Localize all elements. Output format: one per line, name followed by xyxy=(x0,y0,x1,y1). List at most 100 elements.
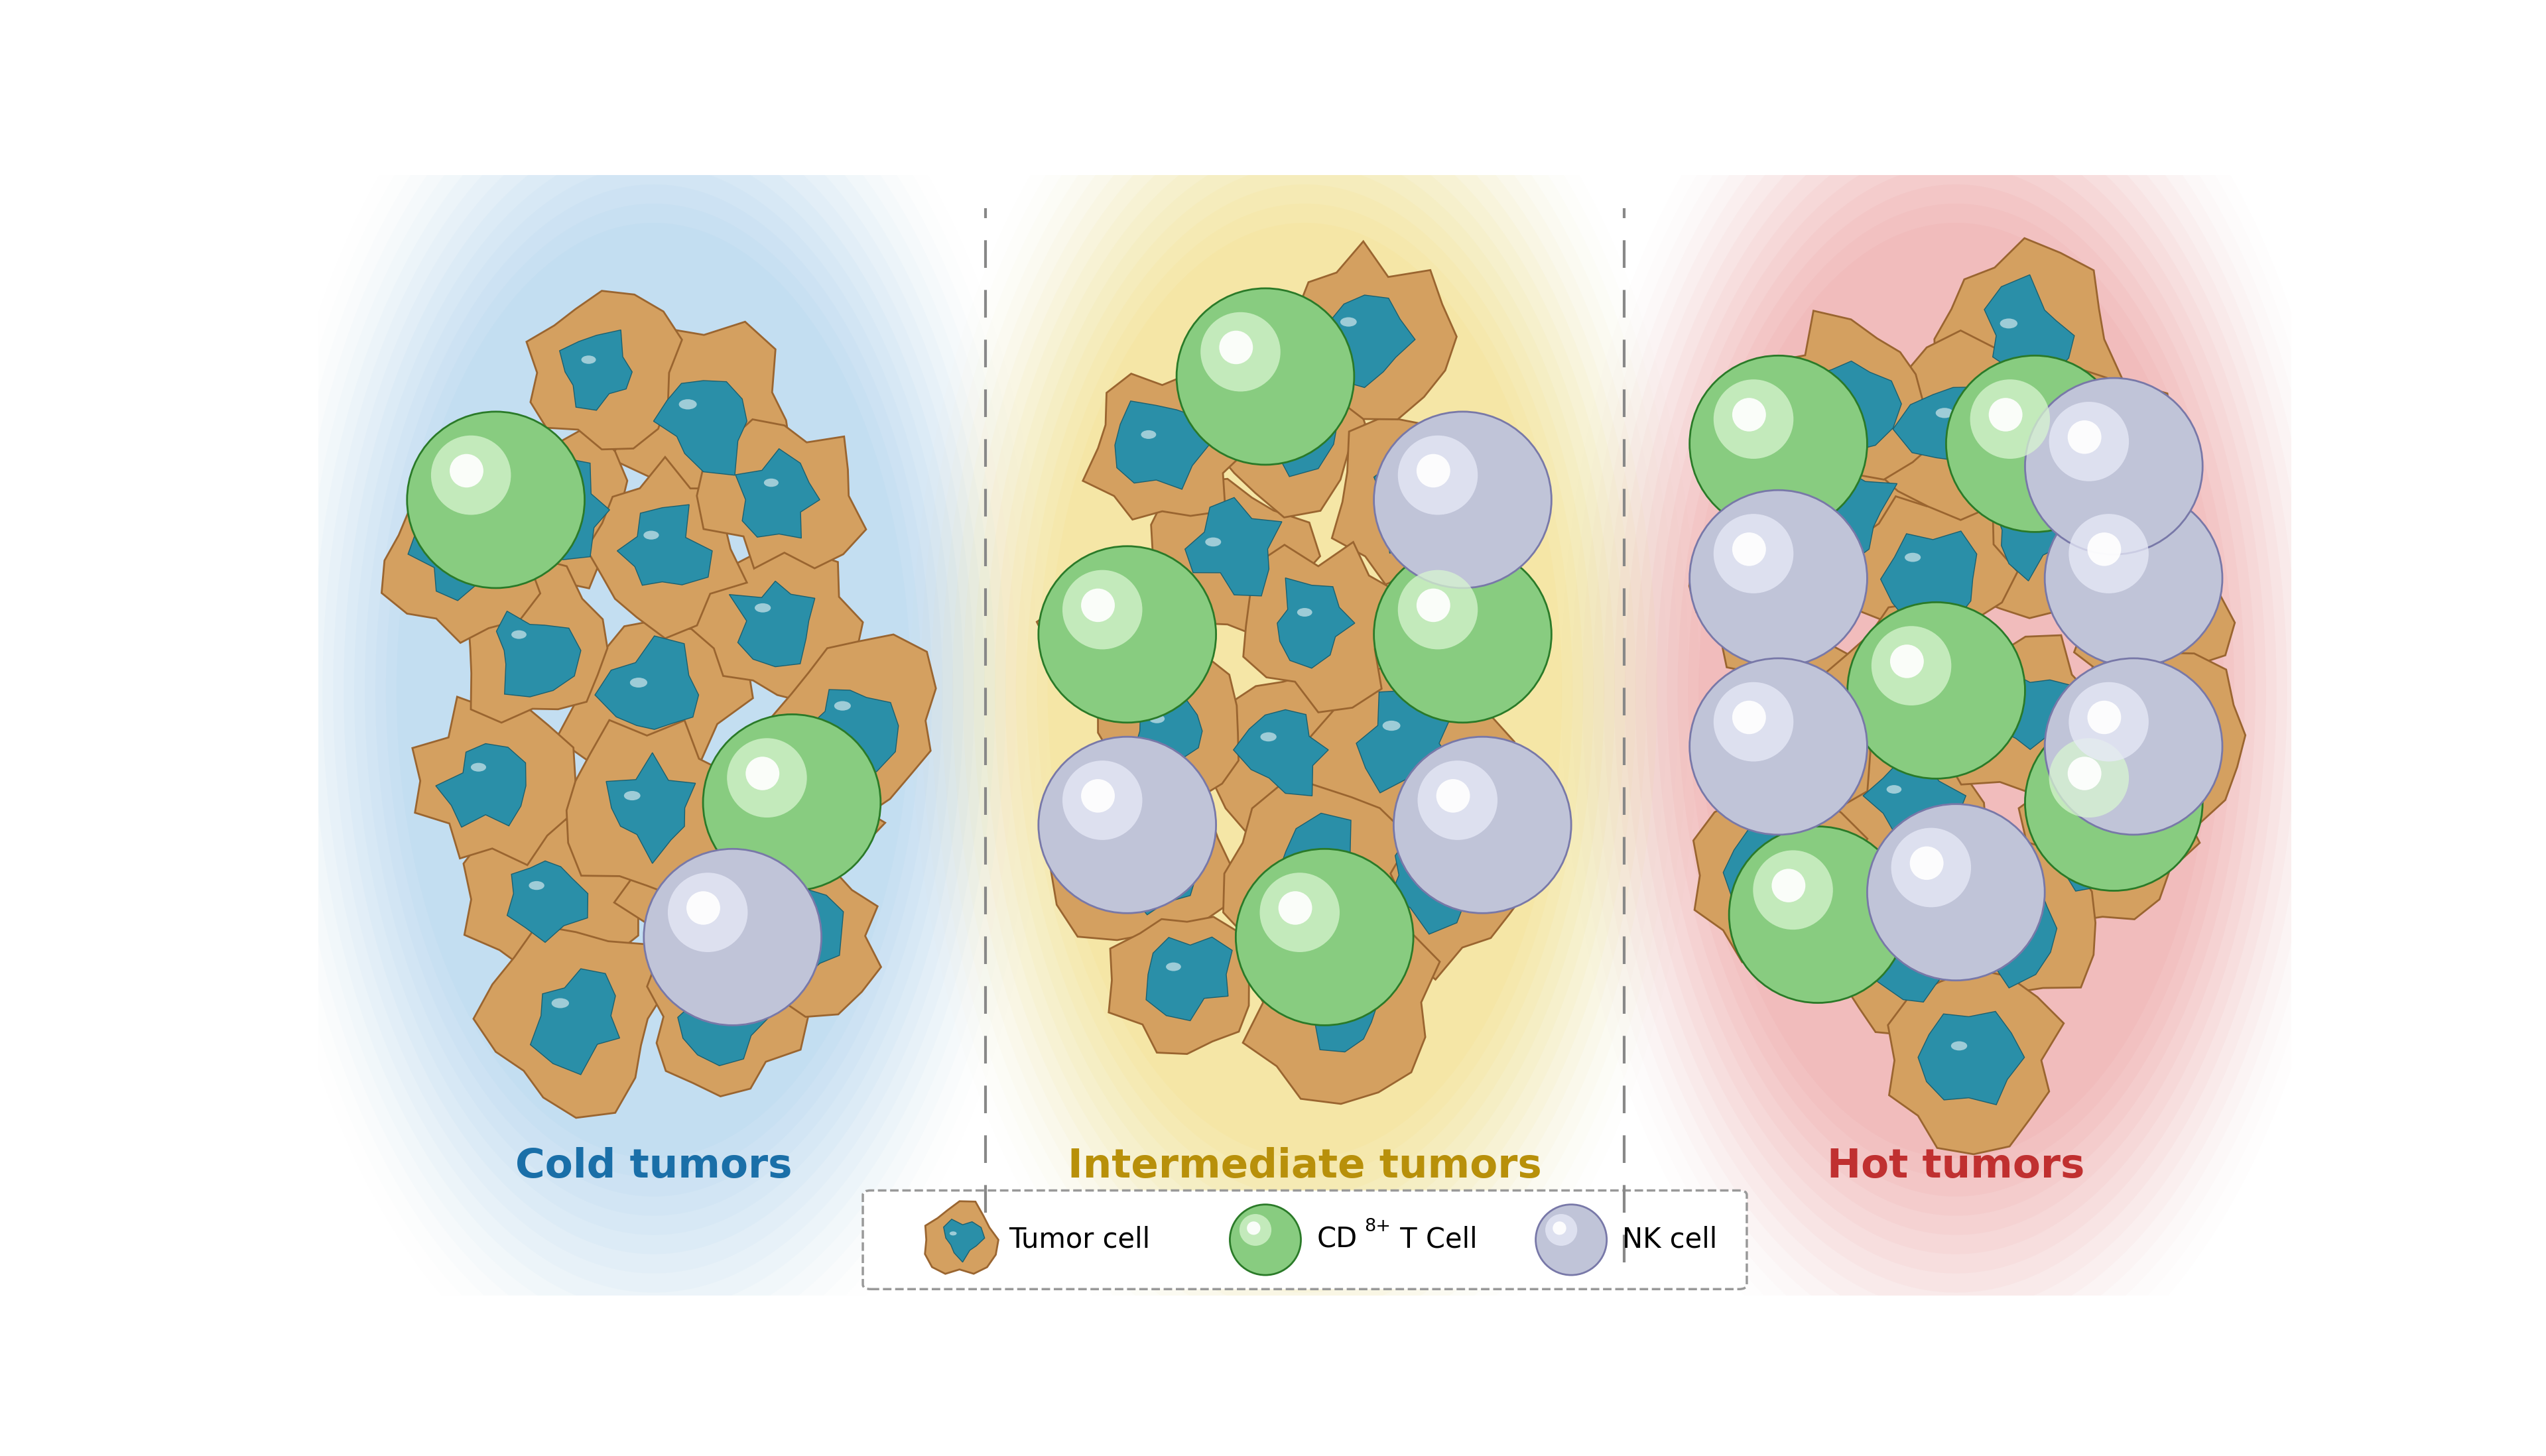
Polygon shape xyxy=(654,380,746,475)
Polygon shape xyxy=(769,635,937,821)
Ellipse shape xyxy=(2024,379,2202,555)
Ellipse shape xyxy=(344,127,965,1254)
Polygon shape xyxy=(685,529,863,703)
Circle shape xyxy=(682,885,695,894)
Circle shape xyxy=(1125,849,1141,858)
Text: T Cell: T Cell xyxy=(1393,1226,1477,1254)
Polygon shape xyxy=(1894,387,1996,475)
Polygon shape xyxy=(677,976,769,1066)
Ellipse shape xyxy=(985,108,1624,1274)
Ellipse shape xyxy=(1553,1222,1566,1235)
Circle shape xyxy=(1316,981,1334,992)
Polygon shape xyxy=(1082,371,1250,520)
Polygon shape xyxy=(1202,338,1365,517)
Ellipse shape xyxy=(1729,827,1907,1003)
Ellipse shape xyxy=(1398,569,1477,649)
Circle shape xyxy=(644,531,659,540)
Polygon shape xyxy=(1889,970,2065,1155)
Polygon shape xyxy=(412,697,575,865)
Polygon shape xyxy=(1693,785,1866,968)
Polygon shape xyxy=(496,612,580,697)
Polygon shape xyxy=(1194,673,1375,834)
Polygon shape xyxy=(568,721,733,900)
Ellipse shape xyxy=(2050,402,2128,480)
Polygon shape xyxy=(1853,331,2062,520)
Ellipse shape xyxy=(2044,658,2223,834)
Ellipse shape xyxy=(1614,68,2296,1312)
Polygon shape xyxy=(1232,709,1329,796)
Circle shape xyxy=(1777,705,1792,713)
Polygon shape xyxy=(1813,603,2004,766)
Ellipse shape xyxy=(1635,108,2276,1274)
Text: 8+: 8+ xyxy=(1365,1217,1390,1235)
Polygon shape xyxy=(1097,649,1237,804)
Circle shape xyxy=(1410,863,1428,872)
Polygon shape xyxy=(2032,367,2192,536)
Polygon shape xyxy=(1823,888,1976,1035)
Circle shape xyxy=(2004,702,2019,711)
Polygon shape xyxy=(1917,1012,2024,1105)
Circle shape xyxy=(1935,408,1953,418)
Ellipse shape xyxy=(364,165,942,1216)
Polygon shape xyxy=(1108,917,1270,1054)
Ellipse shape xyxy=(1545,1214,1576,1246)
Circle shape xyxy=(1382,721,1400,731)
Circle shape xyxy=(2090,432,2103,441)
Polygon shape xyxy=(1747,412,1922,598)
Polygon shape xyxy=(1724,827,1828,919)
Polygon shape xyxy=(2113,670,2215,782)
Polygon shape xyxy=(2075,549,2235,695)
Polygon shape xyxy=(698,419,866,568)
Polygon shape xyxy=(1711,642,1871,815)
Polygon shape xyxy=(1248,376,1339,476)
Polygon shape xyxy=(1102,840,1197,914)
Polygon shape xyxy=(1983,275,2075,374)
Circle shape xyxy=(680,399,698,409)
Ellipse shape xyxy=(1039,737,1217,913)
Circle shape xyxy=(835,702,850,711)
Ellipse shape xyxy=(1713,681,1792,761)
Circle shape xyxy=(629,677,647,687)
Polygon shape xyxy=(560,331,631,411)
Polygon shape xyxy=(407,520,496,600)
Circle shape xyxy=(1884,946,1897,955)
Ellipse shape xyxy=(1036,204,1573,1178)
Circle shape xyxy=(764,479,779,486)
Circle shape xyxy=(2136,715,2154,724)
Polygon shape xyxy=(1357,690,1459,794)
Ellipse shape xyxy=(334,108,975,1274)
Ellipse shape xyxy=(1731,397,1767,431)
Polygon shape xyxy=(728,581,815,667)
Ellipse shape xyxy=(1436,779,1469,812)
Ellipse shape xyxy=(374,185,932,1197)
Polygon shape xyxy=(479,424,626,588)
Polygon shape xyxy=(474,925,672,1118)
Polygon shape xyxy=(1935,635,2113,791)
Text: NK cell: NK cell xyxy=(1622,1226,1719,1254)
Ellipse shape xyxy=(1176,288,1354,464)
Circle shape xyxy=(624,791,642,801)
Ellipse shape xyxy=(2070,681,2149,761)
Ellipse shape xyxy=(1871,626,1950,705)
Ellipse shape xyxy=(1645,127,2266,1254)
Polygon shape xyxy=(1242,542,1400,712)
Circle shape xyxy=(552,999,568,1008)
Polygon shape xyxy=(647,942,807,1096)
Ellipse shape xyxy=(1375,412,1551,588)
Polygon shape xyxy=(662,863,751,958)
Circle shape xyxy=(530,881,545,890)
Ellipse shape xyxy=(1375,546,1551,722)
Polygon shape xyxy=(736,448,820,539)
Ellipse shape xyxy=(430,435,512,515)
Polygon shape xyxy=(596,636,698,729)
Polygon shape xyxy=(468,558,608,722)
Circle shape xyxy=(1204,537,1222,546)
Polygon shape xyxy=(1133,680,1202,776)
Circle shape xyxy=(2080,823,2095,833)
Circle shape xyxy=(1148,715,1164,724)
Ellipse shape xyxy=(1082,588,1115,622)
Ellipse shape xyxy=(1062,760,1143,840)
Ellipse shape xyxy=(397,223,911,1158)
Ellipse shape xyxy=(1278,891,1311,925)
Circle shape xyxy=(1423,616,1438,623)
